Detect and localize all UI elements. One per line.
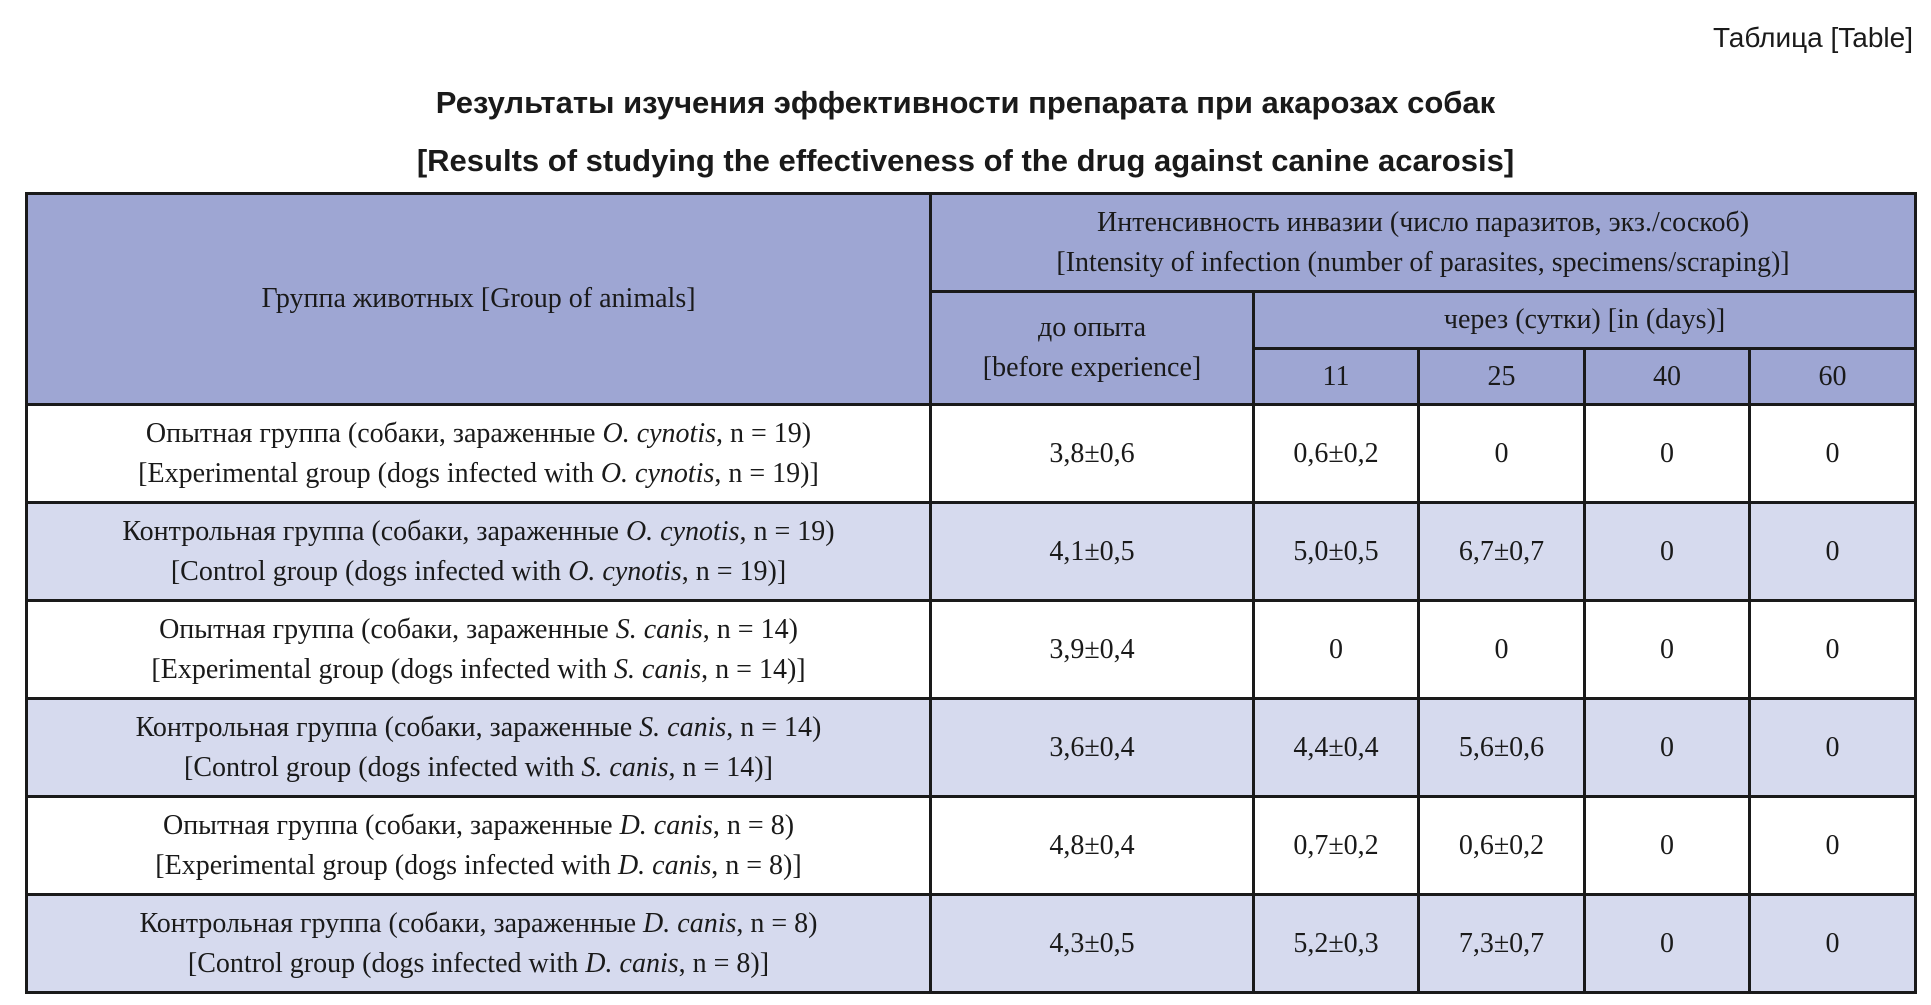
group-label-en: [Control group (dogs infected with D. ca… bbox=[187, 947, 770, 979]
table-row: Контрольная группа (собаки, зараженные D… bbox=[25, 893, 1918, 994]
header-before-en: [before experience] bbox=[982, 352, 1202, 383]
day-60-value: 0 bbox=[1747, 501, 1918, 602]
before-value: 3,9±0,4 bbox=[929, 599, 1255, 700]
group-label-en: [Experimental group (dogs infected with … bbox=[138, 457, 819, 489]
day-40-value: 0 bbox=[1583, 403, 1751, 504]
day-60-value: 0 bbox=[1747, 893, 1918, 994]
group-cell: Контрольная группа (собаки, зараженные D… bbox=[25, 893, 932, 994]
header-day-60: 60 bbox=[1747, 347, 1918, 406]
group-cell: Контрольная группа (собаки, зараженные S… bbox=[25, 697, 932, 798]
species-name: O. cynotis bbox=[568, 555, 682, 587]
day-40-value: 0 bbox=[1583, 599, 1751, 700]
species-name: O. cynotis bbox=[625, 515, 740, 547]
header-day-11: 11 bbox=[1252, 347, 1420, 406]
before-value: 3,6±0,4 bbox=[929, 697, 1255, 798]
table-row: Опытная группа (собаки, зараженные S. ca… bbox=[25, 599, 1918, 700]
day-11-value: 5,2±0,3 bbox=[1252, 893, 1420, 994]
header-row-1: Группа животных [Group of animals] Интен… bbox=[25, 192, 1918, 406]
table-label: Таблица [Table] bbox=[1712, 22, 1913, 53]
day-11-value: 5,0±0,5 bbox=[1252, 501, 1420, 602]
day-25-value: 0 bbox=[1417, 403, 1586, 504]
header-row-3: 11 25 40 60 bbox=[27, 347, 1918, 406]
table-row: Опытная группа (собаки, зараженные D. ca… bbox=[25, 795, 1918, 896]
table-row: Опытная группа (собаки, зараженные O. cy… bbox=[25, 403, 1918, 504]
title-ru: Результаты изучения эффективности препар… bbox=[435, 85, 1496, 120]
header-day-40: 40 bbox=[1583, 347, 1751, 406]
day-60-value: 0 bbox=[1747, 403, 1918, 504]
species-name: O. cynotis bbox=[600, 457, 715, 489]
title-en: [Results of studying the effectiveness o… bbox=[416, 143, 1515, 178]
species-name: D. canis bbox=[643, 907, 737, 939]
day-40-value: 0 bbox=[1583, 893, 1751, 994]
group-label-ru: Контрольная группа (собаки, зараженные D… bbox=[139, 907, 818, 939]
species-name: S. canis bbox=[639, 711, 727, 743]
before-value: 4,8±0,4 bbox=[929, 795, 1255, 896]
day-40-value: 0 bbox=[1583, 795, 1751, 896]
day-11-value: 4,4±0,4 bbox=[1252, 697, 1420, 798]
before-value: 4,1±0,5 bbox=[929, 501, 1255, 602]
group-label-ru: Контрольная группа (собаки, зараженные O… bbox=[122, 515, 835, 547]
day-11-value: 0,6±0,2 bbox=[1252, 403, 1420, 504]
species-name: S. canis bbox=[581, 751, 669, 783]
day-11-value: 0,7±0,2 bbox=[1252, 795, 1420, 896]
header-group-of-animals: Группа животных [Group of animals] bbox=[25, 192, 932, 406]
header-before-experience: до опыта [before experience] bbox=[929, 290, 1255, 406]
day-25-value: 6,7±0,7 bbox=[1417, 501, 1586, 602]
group-label-ru: Опытная группа (собаки, зараженные O. cy… bbox=[145, 417, 812, 449]
group-label-en: [Experimental group (dogs infected with … bbox=[151, 653, 806, 685]
group-label-en: [Control group (dogs infected with O. cy… bbox=[170, 555, 787, 587]
day-11-value: 0 bbox=[1252, 599, 1420, 700]
day-60-value: 0 bbox=[1747, 599, 1918, 700]
group-cell: Опытная группа (собаки, зараженные O. cy… bbox=[25, 403, 932, 504]
day-40-value: 0 bbox=[1583, 697, 1751, 798]
before-value: 4,3±0,5 bbox=[929, 893, 1255, 994]
group-label-ru: Опытная группа (собаки, зараженные D. ca… bbox=[162, 809, 795, 841]
header-intensity-ru: Интенсивность инвазии (число паразитов, … bbox=[1097, 206, 1750, 238]
table-title: Результаты изучения эффективности препар… bbox=[0, 74, 1931, 190]
day-60-value: 0 bbox=[1747, 795, 1918, 896]
group-cell: Опытная группа (собаки, зараженные S. ca… bbox=[25, 599, 932, 700]
results-table: Группа животных [Group of animals] Интен… bbox=[25, 192, 1918, 994]
header-after-days: через (сутки) [in (days)] bbox=[1251, 290, 1918, 350]
group-cell: Опытная группа (собаки, зараженные D. ca… bbox=[25, 795, 932, 896]
species-name: D. canis bbox=[585, 947, 679, 979]
group-label-ru: Контрольная группа (собаки, зараженные S… bbox=[135, 711, 822, 743]
header-before-ru: до опыта bbox=[1037, 312, 1147, 343]
day-25-value: 5,6±0,6 bbox=[1417, 697, 1586, 798]
group-cell: Контрольная группа (собаки, зараженные O… bbox=[25, 501, 932, 602]
before-value: 3,8±0,6 bbox=[929, 403, 1255, 504]
day-40-value: 0 bbox=[1583, 501, 1751, 602]
species-name: S. canis bbox=[614, 653, 702, 685]
species-name: D. canis bbox=[617, 849, 712, 881]
species-name: O. cynotis bbox=[602, 417, 716, 449]
table-row: Контрольная группа (собаки, зараженные S… bbox=[25, 697, 1918, 798]
table-row: Контрольная группа (собаки, зараженные O… bbox=[25, 501, 1918, 602]
day-60-value: 0 bbox=[1747, 697, 1918, 798]
header-intensity: Интенсивность инвазии (число паразитов, … bbox=[928, 192, 1918, 293]
day-25-value: 0 bbox=[1417, 599, 1586, 700]
species-name: S. canis bbox=[615, 613, 703, 645]
group-label-ru: Опытная группа (собаки, зараженные S. ca… bbox=[159, 613, 798, 645]
species-name: D. canis bbox=[619, 809, 713, 841]
group-label-en: [Control group (dogs infected with S. ca… bbox=[184, 751, 773, 783]
header-day-25: 25 bbox=[1417, 347, 1586, 406]
day-25-value: 0,6±0,2 bbox=[1417, 795, 1586, 896]
header-intensity-en: [Intensity of infection (number of paras… bbox=[1056, 246, 1790, 278]
header-row-2: до опыта [before experience] через (сутк… bbox=[27, 290, 1918, 406]
group-label-en: [Experimental group (dogs infected with … bbox=[155, 849, 802, 881]
day-25-value: 7,3±0,7 bbox=[1417, 893, 1586, 994]
